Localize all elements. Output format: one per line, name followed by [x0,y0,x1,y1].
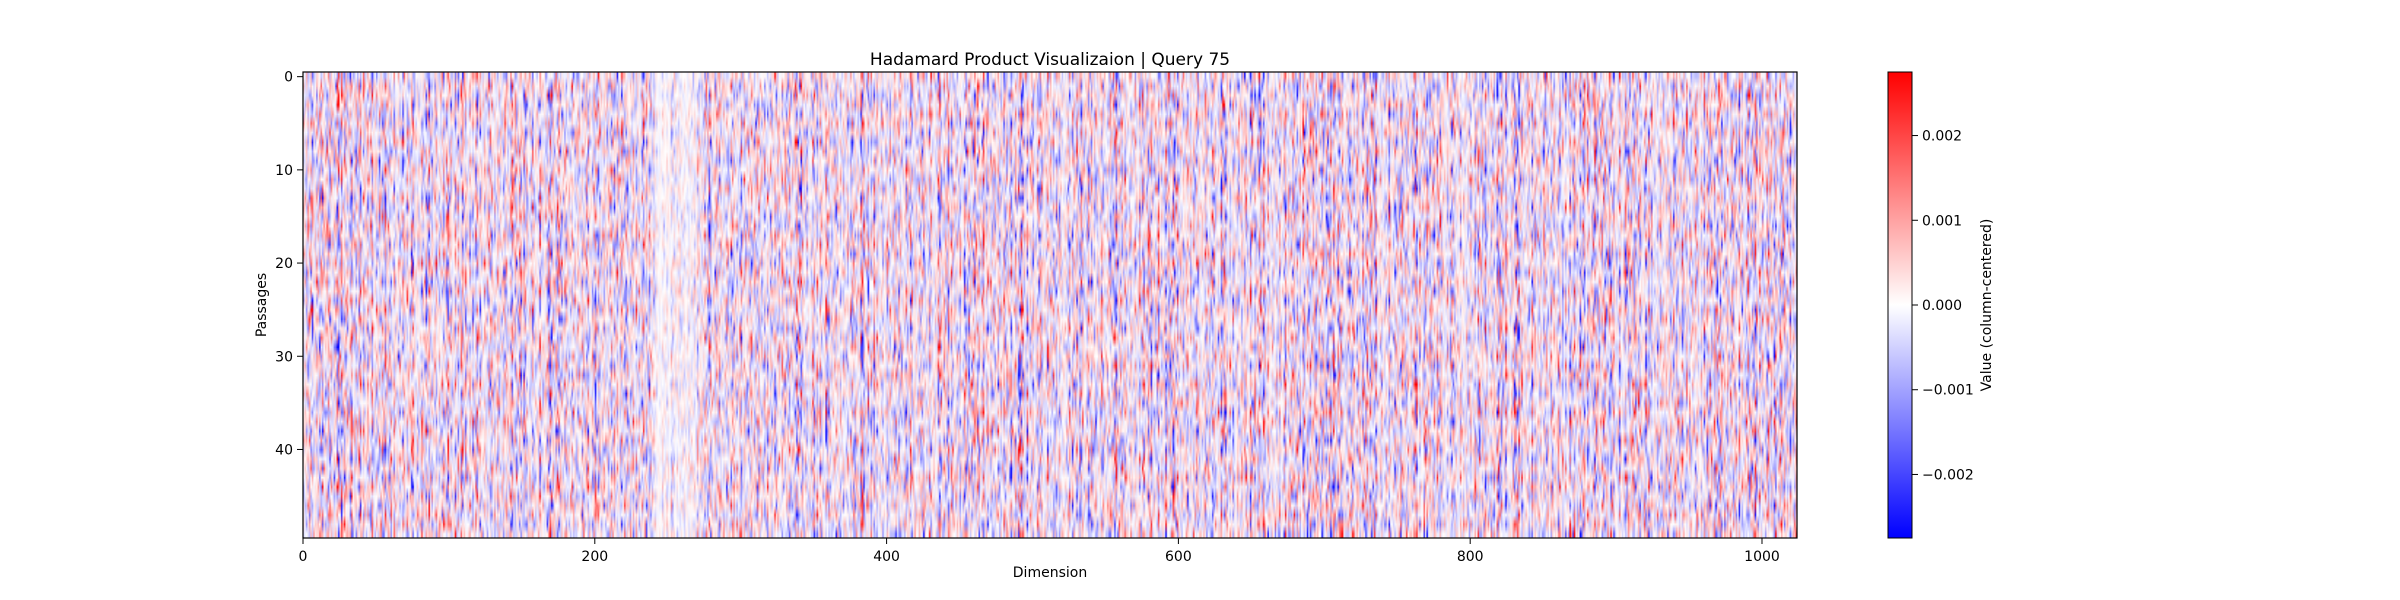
x-tick-label: 1000 [1744,549,1780,565]
colorbar [1887,71,1913,539]
x-tick-label: 800 [1457,549,1484,565]
colorbar-tick-label: −0.002 [1922,467,1974,483]
colorbar-tick-label: 0.000 [1922,298,1962,314]
y-tick-label: 20 [275,256,293,272]
colorbar-tick-label: 0.002 [1922,129,1962,145]
heatmap-image [303,72,1797,538]
x-tick-label: 600 [1165,549,1192,565]
y-axis: 0 10 20 30 40 [275,70,303,458]
plot-frame [302,71,1798,539]
colorbar-label: Value (column-centered) [1979,219,1995,392]
x-axis: 0 200 400 600 800 1000 [299,538,1780,565]
x-tick-label: 0 [299,549,308,565]
x-tick-label: 400 [873,549,900,565]
y-tick-label: 0 [284,70,293,86]
chart-title: Hadamard Product Visualizaion | Query 75 [870,50,1230,70]
y-axis-label: Passages [254,273,270,337]
y-tick-label: 10 [275,163,293,179]
y-tick-label: 40 [275,442,293,458]
colorbar-tick-label: −0.001 [1922,383,1974,399]
colorbar-axis: 0.002 0.001 0.000 −0.001 −0.002 [1912,129,1974,483]
heatmap-cells [303,72,1797,538]
x-tick-label: 200 [581,549,608,565]
x-axis-label: Dimension [1013,565,1087,581]
colorbar-tick-label: 0.001 [1922,213,1962,229]
y-tick-label: 30 [275,349,293,365]
